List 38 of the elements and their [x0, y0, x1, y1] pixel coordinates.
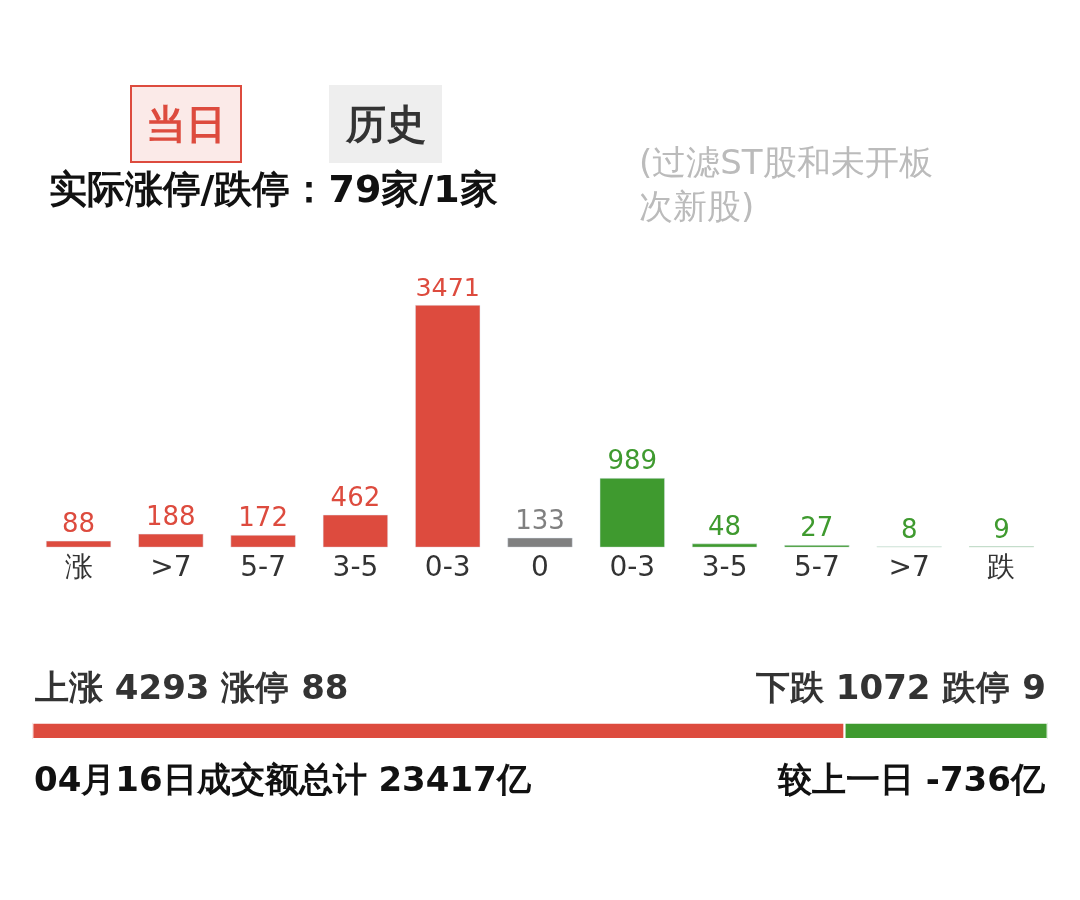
- bar: [415, 304, 481, 548]
- chart-subtitle: (过滤ST股和未开板次新股): [639, 142, 933, 227]
- x-tick-label: 0-3: [424, 550, 471, 584]
- x-tick-label: 5-7: [240, 550, 286, 584]
- bar: [692, 543, 758, 548]
- data-label: 188: [146, 501, 196, 532]
- bar: [138, 533, 204, 548]
- x-tick-label: 5-7: [794, 550, 840, 584]
- data-label: 133: [515, 504, 565, 535]
- data-label: 8: [900, 513, 918, 544]
- x-tick-label: 3-5: [701, 550, 748, 584]
- bar: [507, 537, 573, 548]
- x-tick-label: >7: [150, 550, 192, 584]
- bar: [45, 540, 112, 548]
- bar: [230, 534, 296, 548]
- chart-title: 实际涨停/跌停：79家/1家: [48, 167, 498, 212]
- text: 04月16日成交额总计 23417亿: [34, 759, 532, 799]
- data-label: 3471: [415, 272, 480, 303]
- x-tick-label: 3-5: [332, 550, 379, 584]
- x-tick-label: >7: [888, 550, 930, 584]
- text: 历史: [345, 101, 426, 147]
- text: 下跌 1072 跌停 9: [755, 667, 1046, 707]
- bar: [599, 478, 665, 548]
- text: 上涨 4293 涨停 88: [34, 667, 349, 707]
- data-label: 462: [330, 481, 381, 512]
- data-label: 172: [238, 502, 288, 533]
- data-label: 989: [607, 445, 658, 476]
- text: 当日: [146, 101, 226, 147]
- bar: [322, 514, 388, 548]
- data-label: 88: [62, 508, 96, 539]
- data-label: 27: [800, 512, 834, 543]
- data-label: 48: [708, 510, 742, 541]
- x-tick-label: 0: [531, 550, 549, 584]
- data-label: 9: [993, 513, 1010, 544]
- x-tick-label: 0-3: [609, 550, 656, 584]
- text: 较上一日 -736亿: [777, 759, 1046, 799]
- x-tick-label: 跌: [987, 550, 1016, 584]
- x-tick-label: 涨: [64, 550, 93, 584]
